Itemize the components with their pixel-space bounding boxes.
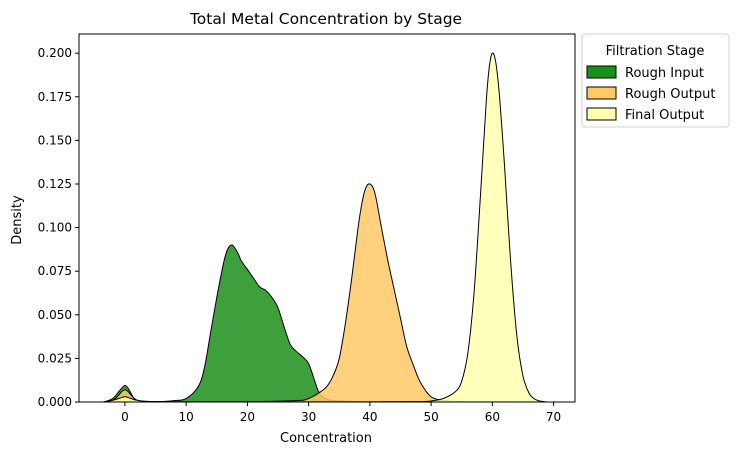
y-tick-label-0.150: 0.150 (38, 133, 72, 147)
y-tick-label-0.200: 0.200 (38, 46, 72, 60)
legend-label-final-output: Final Output (625, 108, 704, 123)
y-tick-label-0.175: 0.175 (38, 90, 72, 104)
x-tick-label-70: 70 (546, 410, 561, 424)
x-tick-label-40: 40 (362, 410, 377, 424)
x-tick-label-60: 60 (485, 410, 500, 424)
y-tick-label-0.075: 0.075 (38, 264, 72, 278)
y-tick-label-0.025: 0.025 (38, 351, 72, 365)
density-areas (102, 52, 548, 403)
y-tick-label-0.100: 0.100 (38, 221, 72, 235)
y-axis-label: Density (10, 195, 25, 245)
legend: Filtration Stage Rough Input Rough Output… (581, 33, 730, 128)
x-tick-label-20: 20 (240, 410, 255, 424)
legend-swatch-rough-input (586, 65, 617, 79)
density-area-rough-output (102, 183, 548, 403)
axes: 0 10 20 30 40 50 60 70 0.000 0.025 0.050 0.075 0.100… (38, 33, 576, 424)
y-tick-label-0.050: 0.050 (38, 308, 72, 322)
legend-swatch-rough-output (586, 86, 617, 100)
legend-swatch-final-output (586, 107, 617, 121)
legend-box (581, 33, 730, 128)
x-tick-label-10: 10 (179, 410, 194, 424)
legend-title: Filtration Stage (606, 44, 705, 59)
x-tick-label-0: 0 (121, 410, 129, 424)
y-tick-label-0.125: 0.125 (38, 177, 72, 191)
x-axis-label: Concentration (280, 431, 372, 446)
chart-title: Total Metal Concentration by Stage (189, 10, 462, 28)
legend-label-rough-output: Rough Output (625, 87, 715, 102)
x-tick-label-30: 30 (301, 410, 316, 424)
density-area-final-output (102, 52, 548, 403)
legend-items: Rough Input Rough Output Final Output (586, 65, 715, 123)
y-tick-label-0.000: 0.000 (38, 395, 72, 409)
plot-frame (78, 33, 576, 403)
legend-label-rough-input: Rough Input (625, 66, 704, 81)
x-tick-label-50: 50 (423, 410, 438, 424)
